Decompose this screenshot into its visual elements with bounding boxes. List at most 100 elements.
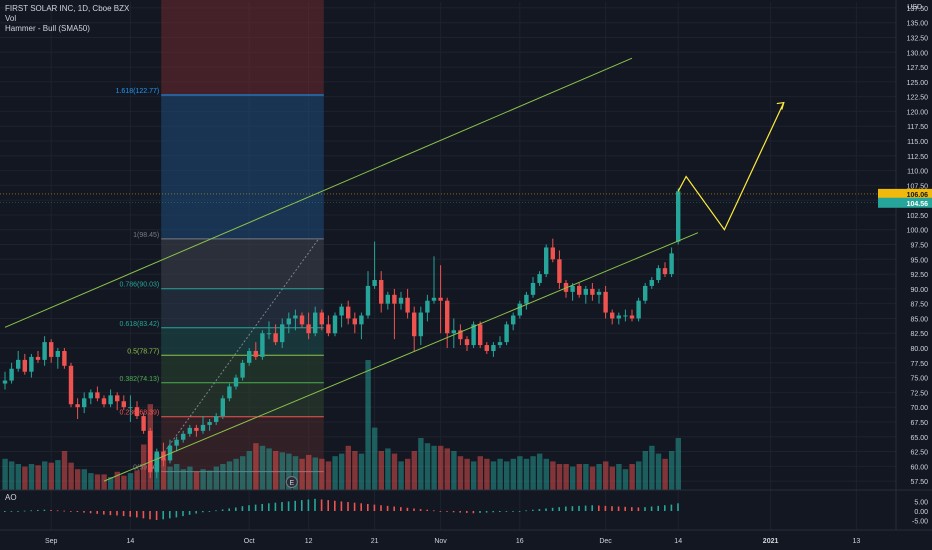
ao-indicator-label[interactable]: AO bbox=[5, 493, 17, 502]
ao-bar bbox=[492, 511, 494, 513]
ao-bar bbox=[287, 501, 290, 511]
volume-bar bbox=[451, 451, 457, 490]
ao-bar bbox=[532, 509, 534, 511]
channel-lower-line bbox=[103, 232, 699, 482]
candle-body bbox=[233, 377, 239, 387]
fib-zone bbox=[161, 95, 324, 239]
volume-bar bbox=[127, 473, 134, 490]
volume-bar bbox=[662, 458, 668, 490]
ao-bar bbox=[314, 498, 316, 511]
ao-bar bbox=[631, 507, 633, 511]
candle-body bbox=[134, 407, 140, 417]
ao-bar bbox=[439, 511, 442, 512]
volume-bar bbox=[669, 451, 675, 490]
pattern-indicator-label[interactable]: Hammer - Bull (SMA50) bbox=[5, 24, 90, 33]
ao-bar bbox=[254, 504, 257, 511]
candle-body bbox=[299, 315, 305, 325]
volume-bar bbox=[94, 474, 101, 490]
ao-bar bbox=[677, 503, 679, 511]
volume-bar bbox=[286, 453, 292, 490]
candle-body bbox=[280, 324, 285, 343]
volume-bar bbox=[292, 456, 299, 490]
volume-bar bbox=[616, 464, 622, 490]
x-tick-label: Sep bbox=[45, 538, 58, 545]
ao-bar bbox=[37, 510, 39, 511]
ao-bar bbox=[70, 511, 72, 512]
ao-bar bbox=[274, 502, 277, 511]
volume-bar bbox=[68, 462, 74, 490]
ao-bar bbox=[23, 510, 26, 512]
earnings-marker-label: E bbox=[289, 480, 294, 487]
ao-bar bbox=[657, 505, 659, 511]
candle-body bbox=[154, 451, 159, 473]
x-tick-label: 21 bbox=[371, 538, 379, 545]
y-tick-label: 65.00 bbox=[910, 435, 928, 442]
fib-level-label: 0.5(78.77) bbox=[127, 348, 159, 355]
ao-bar bbox=[545, 508, 547, 511]
volume-bar bbox=[240, 456, 246, 490]
channel-upper-line bbox=[4, 57, 633, 328]
volume-bar bbox=[42, 461, 48, 490]
volume-bar bbox=[405, 458, 411, 490]
y-tick-label: 60.00 bbox=[910, 464, 928, 471]
volume-bar bbox=[114, 471, 120, 490]
ao-bar bbox=[538, 509, 541, 511]
ao-bar bbox=[17, 511, 19, 512]
projection-arrowhead bbox=[776, 101, 785, 110]
x-tick-label: 14 bbox=[127, 538, 135, 545]
candle-body bbox=[339, 306, 344, 316]
y-tick-label: 107.50 bbox=[907, 183, 929, 190]
price-label: 106.06 bbox=[907, 192, 929, 199]
volume-indicator-label[interactable]: Vol bbox=[5, 14, 17, 23]
volume-bar bbox=[233, 458, 239, 490]
ao-bar bbox=[281, 502, 283, 511]
candle-body bbox=[2, 380, 8, 384]
y-tick-label: 70.00 bbox=[910, 405, 928, 412]
candle-body bbox=[240, 362, 245, 378]
volume-bar bbox=[550, 461, 556, 490]
candle-body bbox=[326, 324, 331, 334]
candle-body bbox=[101, 398, 107, 405]
ao-bar bbox=[433, 510, 435, 512]
candle-body bbox=[669, 253, 674, 275]
ao-bar bbox=[637, 507, 640, 511]
y-tick-label: 97.50 bbox=[910, 243, 928, 250]
volume-bar bbox=[312, 457, 318, 490]
volume-bar bbox=[35, 465, 41, 490]
ao-bar bbox=[525, 510, 527, 512]
ao-bar bbox=[386, 505, 389, 511]
y-tick-label: 102.50 bbox=[907, 213, 929, 220]
volume-bar bbox=[596, 464, 602, 490]
candle-body bbox=[359, 315, 364, 325]
ao-bar bbox=[301, 500, 303, 511]
candle-body bbox=[662, 268, 668, 275]
y-tick-label: 125.00 bbox=[907, 80, 929, 87]
currency-label[interactable]: USD bbox=[907, 4, 922, 11]
volume-bar bbox=[642, 451, 648, 490]
ao-bar bbox=[472, 511, 475, 514]
fib-zone bbox=[161, 288, 324, 328]
candle-body bbox=[504, 324, 509, 343]
volume-bar bbox=[325, 461, 332, 490]
volume-bar bbox=[259, 445, 266, 490]
ao-bar bbox=[340, 501, 343, 511]
symbol-title[interactable]: FIRST SOLAR INC, 1D, Cboe BZX bbox=[5, 4, 130, 13]
fib-zone bbox=[161, 327, 324, 356]
candle-body bbox=[656, 268, 661, 281]
candle-body bbox=[438, 297, 443, 301]
volume-bar bbox=[589, 466, 596, 490]
volume-bar bbox=[160, 458, 167, 490]
ao-bar bbox=[591, 505, 593, 511]
volume-bar bbox=[583, 464, 589, 490]
ao-bar bbox=[670, 504, 673, 511]
volume-bar bbox=[563, 464, 569, 490]
candle-body bbox=[273, 333, 278, 343]
candle-body bbox=[511, 315, 516, 325]
ao-bar bbox=[452, 511, 455, 513]
ao-bar bbox=[611, 506, 613, 511]
candle-body bbox=[332, 315, 338, 334]
volume-bar bbox=[523, 458, 530, 490]
y-tick-label: 137.50 bbox=[907, 6, 929, 13]
candle-body bbox=[75, 404, 80, 408]
